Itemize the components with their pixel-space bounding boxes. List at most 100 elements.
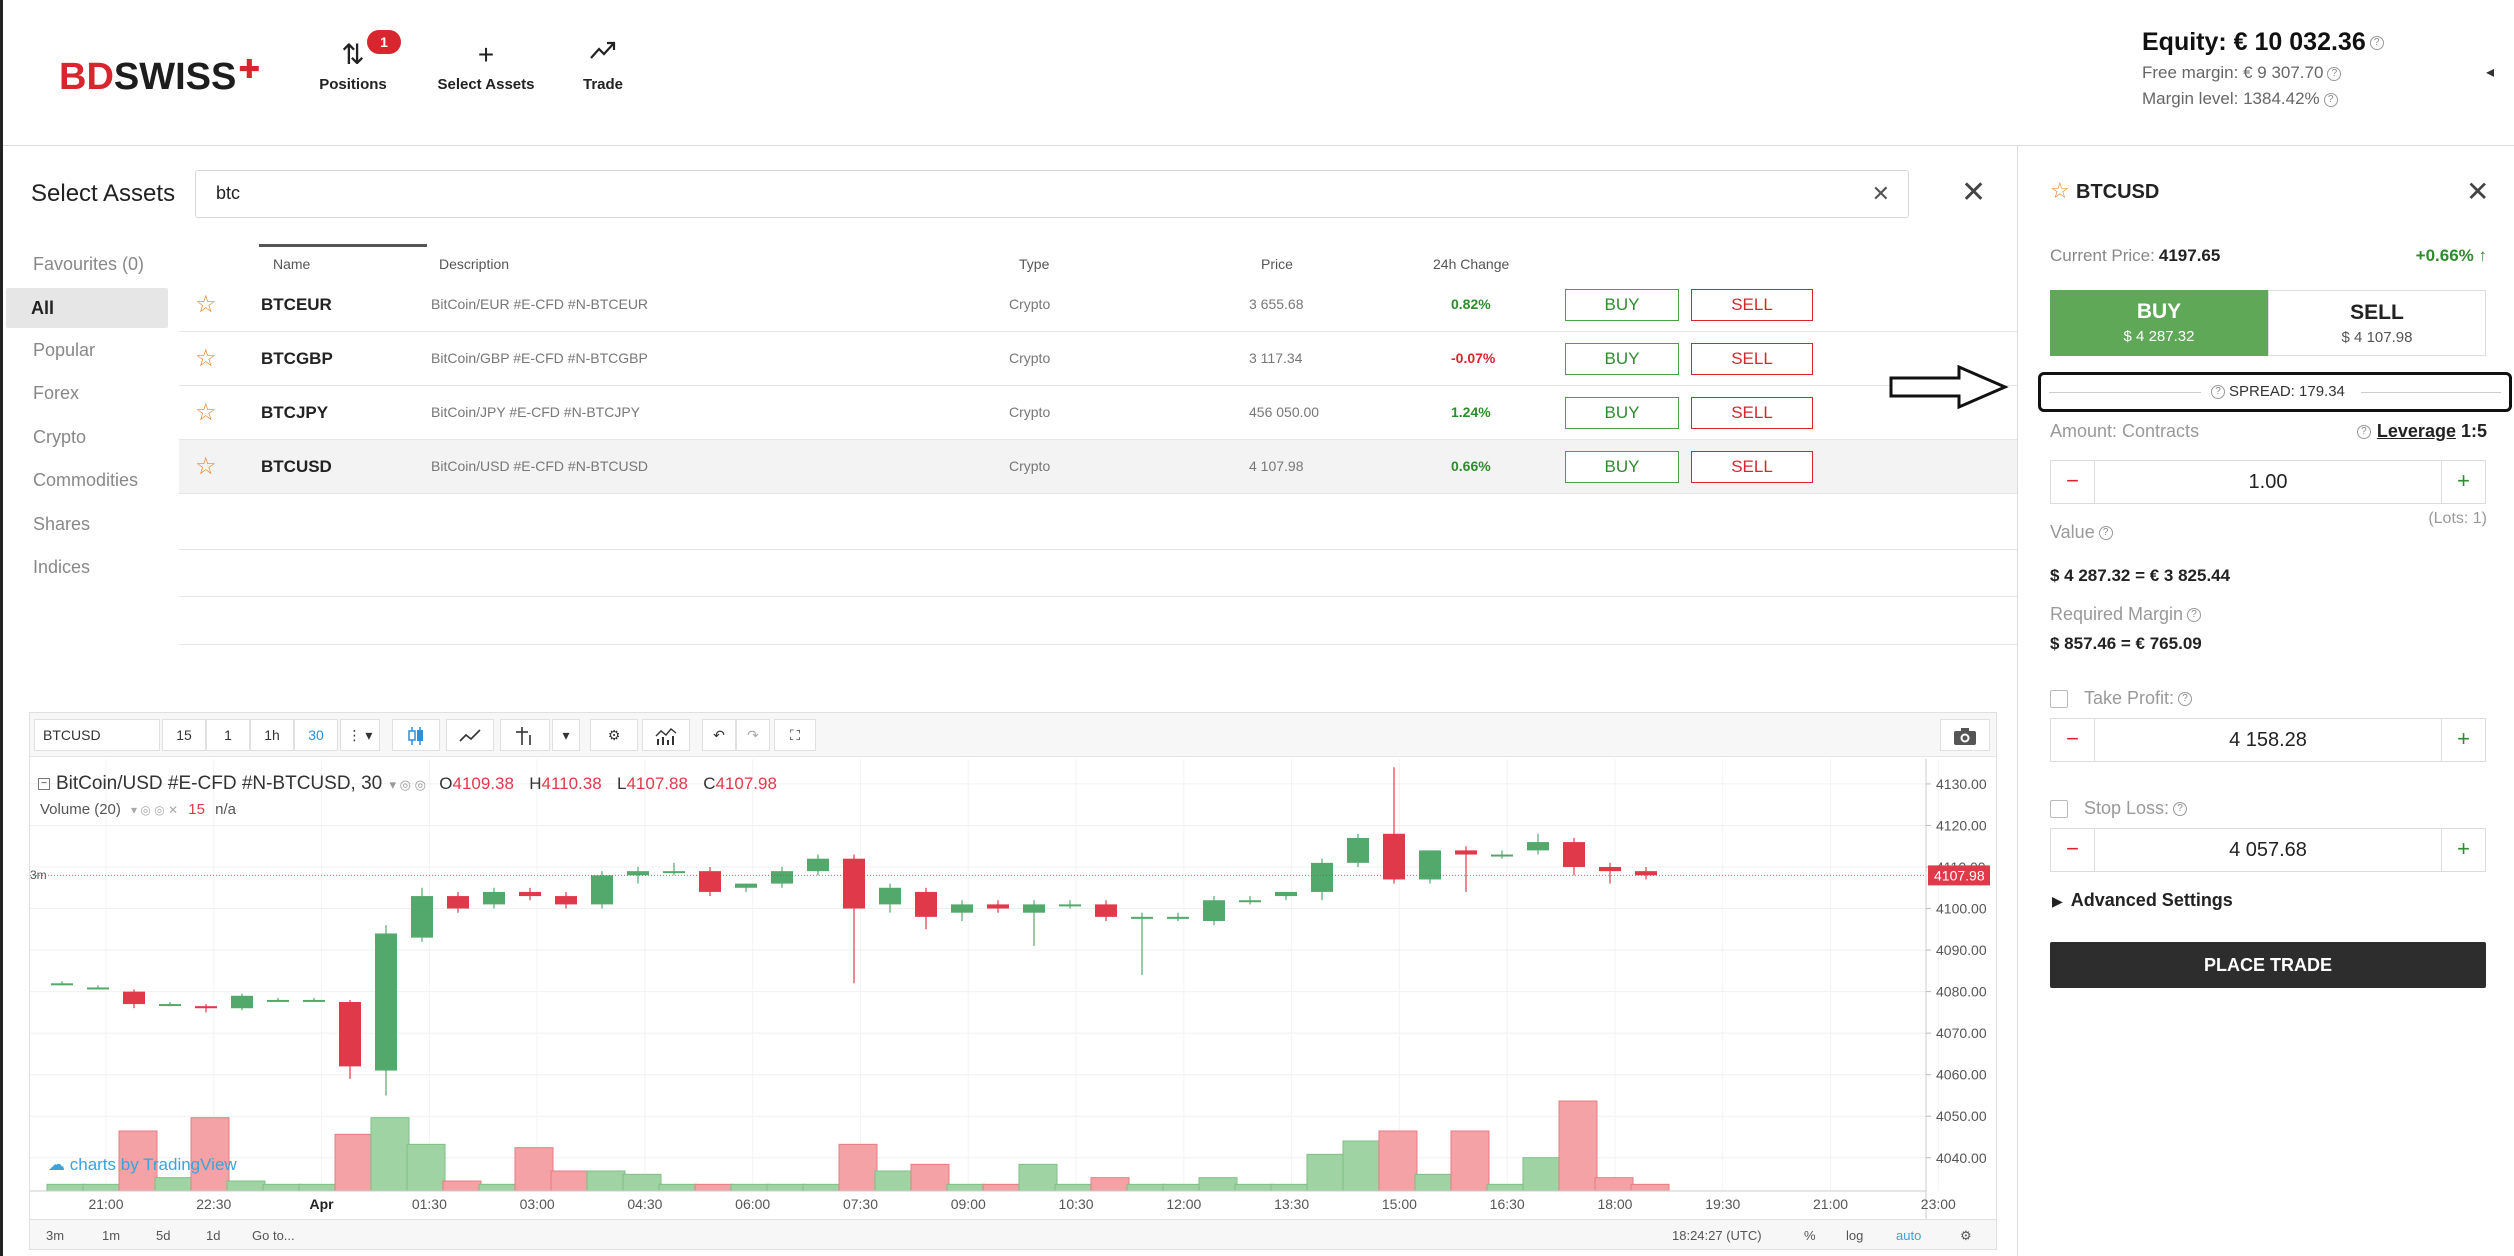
percent-toggle[interactable]: % (1804, 1228, 1816, 1243)
buy-button[interactable]: BUY (1565, 289, 1679, 321)
leverage-link[interactable]: Leverage (2376, 421, 2456, 441)
table-row[interactable]: ☆ BTCGBP BitCoin/GBP #E-CFD #N-BTCGBP Cr… (179, 332, 2017, 386)
range-3m[interactable]: 3m (46, 1228, 65, 1243)
table-row-selected[interactable]: ☆ BTCUSD BitCoin/USD #E-CFD #N-BTCUSD Cr… (179, 440, 2017, 494)
candles-style-icon[interactable] (392, 719, 440, 751)
sell-toggle-button[interactable]: SELL $ 4 107.98 (2268, 290, 2486, 356)
column-description[interactable]: Description (439, 256, 510, 272)
volume-legend-icons[interactable]: ▾ ◎ ◎ ✕ (131, 803, 179, 817)
nav-positions[interactable]: ⇅ 1 Positions (315, 30, 401, 93)
help-icon[interactable]: ? (2369, 36, 2384, 51)
buy-button[interactable]: BUY (1565, 343, 1679, 375)
nav-select-assets[interactable]: + Select Assets (431, 38, 541, 93)
close-trade-panel-icon[interactable]: ✕ (2466, 176, 2490, 207)
place-trade-button[interactable]: PLACE TRADE (2050, 942, 2486, 988)
auto-toggle[interactable]: auto (1896, 1228, 1922, 1243)
column-name[interactable]: Name (273, 256, 311, 272)
chart-symbol-input[interactable]: BTCUSD (34, 719, 160, 751)
take-profit-increase-button[interactable]: + (2441, 719, 2485, 761)
compare-dropdown-icon[interactable]: ▾ (552, 719, 580, 751)
take-profit-stepper[interactable]: − 4 158.28 + (2050, 718, 2486, 762)
column-price[interactable]: Price (1261, 256, 1293, 272)
help-icon[interactable]: ? (2187, 608, 2202, 623)
category-favourites[interactable]: Favourites (0) (33, 254, 145, 274)
close-assets-icon[interactable]: ✕ (1961, 176, 1987, 209)
go-to-button[interactable]: Go to... (252, 1228, 295, 1243)
take-profit-decrease-button[interactable]: − (2051, 719, 2095, 761)
sell-button[interactable]: SELL (1691, 343, 1813, 375)
legend-dropdown-icon[interactable]: ▾ ◎ ◎ (389, 777, 426, 792)
category-indices[interactable]: Indices (33, 557, 91, 577)
chart-settings-icon[interactable]: ⚙ (1960, 1228, 1972, 1243)
category-popular[interactable]: Popular (33, 340, 96, 360)
sell-button[interactable]: SELL (1691, 397, 1813, 429)
help-icon[interactable]: ? (2211, 385, 2225, 400)
advanced-settings-toggle[interactable]: ▶ Advanced Settings (2052, 890, 2233, 911)
interval-15[interactable]: 15 (162, 719, 206, 751)
category-forex[interactable]: Forex (33, 383, 80, 403)
range-5d[interactable]: 5d (156, 1228, 171, 1243)
stop-loss-checkbox[interactable] (2050, 800, 2068, 818)
candlestick-chart-svg[interactable]: 4130.004120.004110.004100.004090.004080.… (30, 759, 1996, 1219)
help-icon[interactable]: ? (2098, 526, 2113, 541)
column-24h-change[interactable]: 24h Change (1433, 256, 1510, 272)
nav-trade[interactable]: Trade (573, 38, 633, 93)
interval-30[interactable]: 30 (294, 719, 338, 751)
buy-button[interactable]: BUY (1565, 451, 1679, 483)
camera-snapshot-icon[interactable] (1940, 719, 1990, 751)
help-icon[interactable]: ? (2173, 802, 2188, 817)
price-chart[interactable]: BTCUSD 15 1 1h 30 ⋮ ▾ ▾ ⚙ ↶ ↷ ⛶ 4130 (29, 712, 1997, 1250)
help-icon[interactable]: ? (2178, 692, 2193, 707)
stop-loss-value[interactable]: 4 057.68 (2229, 839, 2307, 861)
collapse-legend-icon[interactable]: − (38, 777, 50, 790)
table-row[interactable]: ☆ BTCEUR BitCoin/EUR #E-CFD #N-BTCEUR Cr… (179, 278, 2017, 332)
table-row[interactable]: ☆ BTCJPY BitCoin/JPY #E-CFD #N-BTCJPY Cr… (179, 386, 2017, 440)
category-shares[interactable]: Shares (33, 514, 91, 534)
clear-search-icon[interactable]: ✕ (1871, 181, 1890, 206)
line-chart-icon[interactable] (446, 719, 494, 751)
redo-icon[interactable]: ↷ (736, 719, 770, 751)
buy-toggle-button[interactable]: BUY $ 4 287.32 (2050, 290, 2268, 356)
settings-gear-icon[interactable]: ⚙ (590, 719, 638, 751)
chart-plot-area[interactable]: 4130.004120.004110.004100.004090.004080.… (30, 759, 1996, 1219)
help-icon[interactable]: ? (2323, 92, 2338, 107)
undo-icon[interactable]: ↶ (702, 719, 736, 751)
amount-increase-button[interactable]: + (2441, 461, 2485, 503)
take-profit-value[interactable]: 4 158.28 (2229, 729, 2307, 751)
sell-button[interactable]: SELL (1691, 451, 1813, 483)
buy-button[interactable]: BUY (1565, 397, 1679, 429)
help-icon[interactable]: ? (2356, 425, 2371, 440)
interval-1[interactable]: 1 (206, 719, 250, 751)
amount-decrease-button[interactable]: − (2051, 461, 2095, 503)
asset-search-box[interactable]: ✕ (195, 170, 1909, 218)
favourite-star-icon[interactable]: ☆ (195, 345, 217, 372)
category-all[interactable]: All (6, 288, 168, 328)
favourite-star-icon[interactable]: ☆ (195, 291, 217, 318)
amount-stepper[interactable]: − 1.00 + (2050, 460, 2486, 504)
help-icon[interactable]: ? (2327, 66, 2342, 81)
favourite-star-icon[interactable]: ☆ (195, 399, 217, 426)
category-crypto[interactable]: Crypto (33, 427, 87, 447)
indicators-icon[interactable] (642, 719, 690, 751)
asset-search-input[interactable] (216, 183, 1816, 204)
favourite-star-icon[interactable]: ☆ (195, 453, 217, 480)
more-intervals-icon[interactable]: ⋮ ▾ (340, 719, 380, 751)
range-1d[interactable]: 1d (206, 1228, 221, 1243)
bdswiss-logo[interactable]: BDSWISS✚ (59, 54, 260, 99)
interval-1h[interactable]: 1h (250, 719, 294, 751)
fullscreen-icon[interactable]: ⛶ (774, 719, 816, 751)
tradingview-watermark[interactable]: ☁ charts by TradingView (48, 1155, 237, 1175)
take-profit-checkbox[interactable] (2050, 690, 2068, 708)
log-toggle[interactable]: log (1846, 1228, 1864, 1243)
column-type[interactable]: Type (1019, 256, 1050, 272)
amount-value[interactable]: 1.00 (2248, 471, 2288, 493)
favourite-star-icon[interactable]: ☆ (2050, 178, 2070, 203)
stop-loss-stepper[interactable]: − 4 057.68 + (2050, 828, 2486, 872)
stop-loss-decrease-button[interactable]: − (2051, 829, 2095, 871)
compare-icon[interactable] (500, 719, 550, 751)
range-1m[interactable]: 1m (102, 1228, 121, 1243)
category-commodities[interactable]: Commodities (33, 470, 139, 490)
sell-button[interactable]: SELL (1691, 289, 1813, 321)
stop-loss-increase-button[interactable]: + (2441, 829, 2485, 871)
collapse-left-icon[interactable]: ◂ (2485, 64, 2494, 81)
